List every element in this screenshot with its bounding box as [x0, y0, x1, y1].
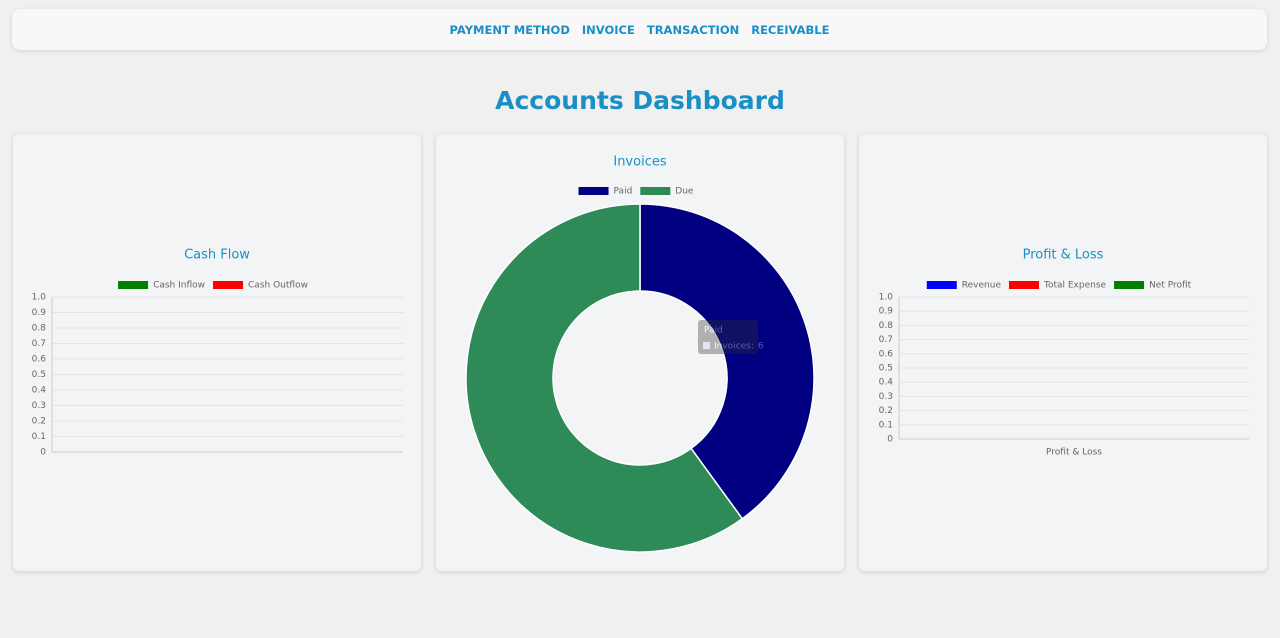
tooltip-title: Paid — [704, 326, 723, 336]
chart-title: Cash Flow — [184, 248, 250, 263]
legend-label: Revenue — [962, 281, 1002, 291]
card: Profit & Loss Revenue Total Expense Net Pro… — [859, 134, 1267, 571]
y-tick-label: 0.1 — [32, 432, 46, 442]
page-title: Accounts Dashboard — [495, 86, 785, 115]
y-tick-label: 0.3 — [32, 401, 46, 411]
legend-label: Cash Outflow — [248, 281, 308, 291]
y-tick-label: 0 — [887, 435, 893, 445]
y-tick-label: 0.2 — [32, 417, 46, 427]
tooltip: Paid Invoices: 6 — [698, 320, 764, 354]
tooltip-value: 6 — [758, 342, 764, 352]
nav-link[interactable]: PAYMENT METHOD — [449, 22, 570, 37]
y-tick-label: 0.7 — [879, 335, 893, 345]
nav-link[interactable]: INVOICE — [581, 22, 635, 37]
y-tick-label: 0 — [40, 448, 46, 458]
legend-label: Net Profit — [1149, 281, 1192, 291]
doughnut-slice — [465, 203, 744, 553]
y-tick-label: 0.9 — [32, 308, 47, 318]
tooltip-sep: : — [751, 342, 754, 352]
tooltip-swatch — [703, 342, 710, 349]
card: Invoices Paid Due Paid Invoices: 6 — [436, 134, 844, 571]
chart: Cash Flow Cash Inflow Cash Outflow 0 0.1 0.2 0… — [32, 248, 403, 458]
legend-label: Paid — [614, 187, 633, 197]
legend-swatch — [1008, 281, 1039, 289]
y-tick-label: 0.4 — [32, 386, 47, 396]
chart-title: Invoices — [613, 155, 666, 170]
legend-swatch — [1114, 281, 1145, 289]
chart: Invoices Paid Due Paid Invoices: 6 — [465, 155, 815, 553]
y-tick-label: 0.5 — [879, 364, 893, 374]
legend: Cash Inflow Cash Outflow — [118, 281, 308, 291]
y-tick-label: 0.8 — [32, 324, 47, 334]
tooltip-box — [698, 320, 758, 354]
legend-swatch — [926, 281, 957, 289]
nav-link[interactable]: RECEIVABLE — [751, 22, 830, 37]
y-tick-label: 1.0 — [32, 293, 47, 303]
y-tick-label: 0.7 — [32, 339, 46, 349]
y-tick-label: 0.3 — [879, 392, 893, 402]
legend: Paid Due — [578, 187, 694, 197]
legend-swatch — [578, 187, 609, 195]
legend-label: Cash Inflow — [153, 281, 205, 291]
y-tick-label: 0.1 — [879, 420, 893, 430]
y-tick-label: 1.0 — [879, 293, 894, 303]
legend-swatch — [640, 187, 671, 195]
nav-bar: PAYMENT METHOD INVOICE TRANSACTION RECEI… — [12, 9, 1267, 50]
nav-link[interactable]: TRANSACTION — [646, 22, 740, 37]
legend-label: Total Expense — [1043, 281, 1107, 291]
chart-title: Profit & Loss — [1023, 248, 1104, 263]
tooltip-label: Invoices — [714, 342, 751, 352]
y-tick-label: 0.8 — [879, 321, 894, 331]
y-tick-label: 0.2 — [879, 406, 893, 416]
y-tick-label: 0.6 — [879, 349, 894, 359]
doughnut-slice — [639, 203, 815, 520]
chart: Profit & Loss Revenue Total Expense Net Pro… — [879, 248, 1249, 458]
legend: Revenue Total Expense Net Profit — [926, 281, 1192, 291]
y-tick-label: 0.4 — [879, 378, 894, 388]
y-tick-label: 0.6 — [32, 355, 47, 365]
legend-swatch — [118, 281, 149, 289]
y-tick-label: 0.5 — [32, 370, 46, 380]
legend-swatch — [213, 281, 244, 289]
x-tick-label: Profit & Loss — [1046, 448, 1102, 458]
legend-label: Due — [675, 187, 694, 197]
y-tick-label: 0.9 — [879, 307, 894, 317]
card: Cash Flow Cash Inflow Cash Outflow 0 0.1 0.2 0… — [13, 134, 421, 571]
